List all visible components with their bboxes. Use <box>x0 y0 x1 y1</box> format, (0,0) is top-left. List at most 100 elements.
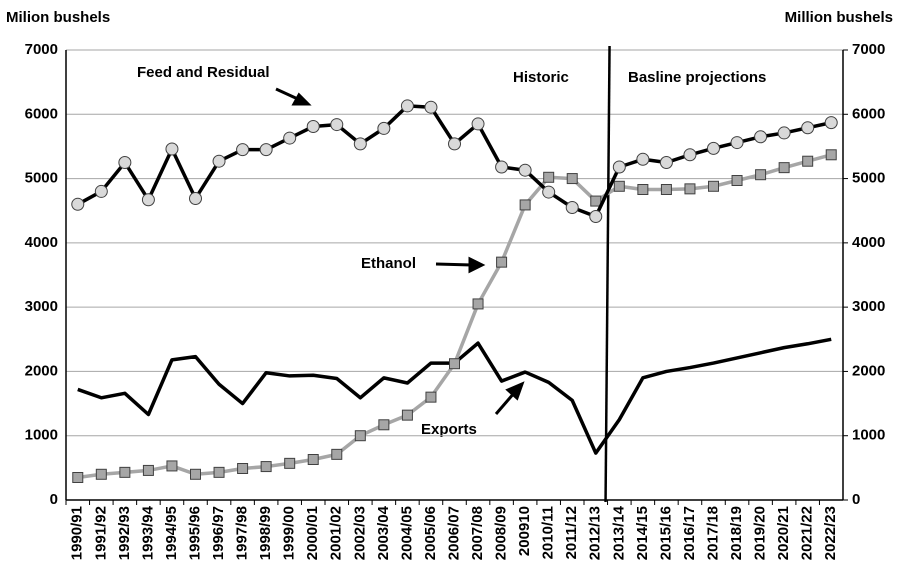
marker <box>778 162 790 174</box>
marker <box>141 193 155 207</box>
x-tick-label: 2020/21 <box>775 506 792 560</box>
marker <box>543 171 555 183</box>
marker <box>707 141 720 155</box>
marker <box>72 472 84 483</box>
y-tick-label: 7000 <box>25 41 58 58</box>
marker <box>119 466 131 478</box>
x-tick-label: 2007/08 <box>469 506 486 560</box>
marker <box>165 142 179 156</box>
marker <box>260 461 272 473</box>
arrow <box>435 262 473 267</box>
x-tick-label: 2016/17 <box>681 506 698 560</box>
marker <box>659 156 673 169</box>
marker <box>755 169 767 181</box>
marker <box>613 180 625 192</box>
marker <box>237 463 249 474</box>
y-tick-label: 0 <box>50 491 58 508</box>
x-tick-label: 1995/96 <box>186 506 203 560</box>
marker <box>565 201 579 214</box>
marker <box>472 298 484 310</box>
y-axis-label: Milion bushels <box>6 9 110 26</box>
marker <box>496 256 508 268</box>
x-tick-label: 1990/91 <box>69 506 86 560</box>
x-tick-label: 2021/22 <box>799 506 816 560</box>
y2-tick-label: 4000 <box>852 234 885 251</box>
y2-tick-label: 3000 <box>852 298 885 315</box>
x-tick-label: 1993/94 <box>139 505 156 560</box>
y2-tick-label: 1000 <box>852 427 885 444</box>
marker <box>236 143 250 157</box>
marker <box>400 99 414 113</box>
marker <box>259 143 273 157</box>
x-tick-label: 2015/16 <box>657 506 674 560</box>
x-tick-label: 1992/93 <box>116 506 133 560</box>
y2-tick-label: 2000 <box>852 362 885 379</box>
x-tick-label: 1999/00 <box>281 506 298 560</box>
x-tick-label: 2002/03 <box>351 506 368 560</box>
marker <box>425 391 437 403</box>
marker <box>306 120 320 133</box>
x-tick-label: 2003/04 <box>375 505 392 560</box>
y2-tick-label: 0 <box>852 491 860 508</box>
marker <box>307 454 319 465</box>
x-tick-label: 2017/18 <box>704 506 721 560</box>
marker <box>802 155 814 167</box>
marker <box>424 100 438 114</box>
y-tick-label: 4000 <box>25 234 58 251</box>
annotation: Ethanol <box>361 255 416 272</box>
marker <box>518 163 532 177</box>
divider <box>604 45 611 503</box>
marker <box>730 136 744 150</box>
marker <box>331 448 343 460</box>
marker <box>542 185 556 199</box>
x-tick-label: 2013/14 <box>610 505 627 560</box>
x-tick-label: 2012/13 <box>587 506 604 560</box>
x-tick-label: 2014/15 <box>634 506 651 560</box>
marker <box>660 184 672 195</box>
marker <box>94 184 108 198</box>
marker <box>283 131 297 145</box>
x-tick-label: 2019/20 <box>752 506 769 560</box>
marker <box>471 117 485 131</box>
marker <box>378 419 390 431</box>
y2-tick-label: 5000 <box>852 170 885 187</box>
marker <box>354 430 366 442</box>
x-tick-label: 1996/97 <box>210 506 227 560</box>
marker <box>189 192 202 205</box>
x-tick-label: 1991/92 <box>92 506 109 560</box>
marker <box>566 173 578 185</box>
marker <box>448 137 461 151</box>
annotation: Historic <box>513 69 569 86</box>
y-tick-label: 3000 <box>25 298 58 315</box>
marker <box>589 210 603 223</box>
marker <box>684 183 696 195</box>
marker <box>353 137 367 151</box>
marker <box>213 466 225 478</box>
marker <box>95 468 107 480</box>
marker <box>449 358 460 370</box>
marker <box>636 152 650 166</box>
x-tick-label: 2008/09 <box>493 506 510 560</box>
x-tick-label: 2010/11 <box>540 506 557 559</box>
marker <box>377 121 391 135</box>
marker <box>708 180 719 192</box>
x-tick-label: 2018/19 <box>728 506 745 560</box>
x-tick-label: 2022/23 <box>822 506 839 560</box>
x-tick-label: 200910 <box>516 506 533 556</box>
y2-tick-label: 6000 <box>852 105 885 122</box>
annotation: Basline projections <box>628 69 766 86</box>
arrow-head <box>505 381 525 401</box>
y2-axis-label: Million bushels <box>785 9 893 26</box>
marker <box>190 468 201 480</box>
marker <box>777 126 791 140</box>
marker <box>825 149 837 161</box>
arrow-head <box>468 256 486 274</box>
marker <box>683 148 697 162</box>
arrow-head <box>291 92 312 106</box>
marker <box>330 118 344 132</box>
marker <box>495 160 509 174</box>
x-tick-label: 2005/06 <box>422 506 439 560</box>
annotation: Exports <box>421 421 477 438</box>
marker <box>166 460 178 472</box>
x-tick-label: 2011/12 <box>563 506 580 559</box>
